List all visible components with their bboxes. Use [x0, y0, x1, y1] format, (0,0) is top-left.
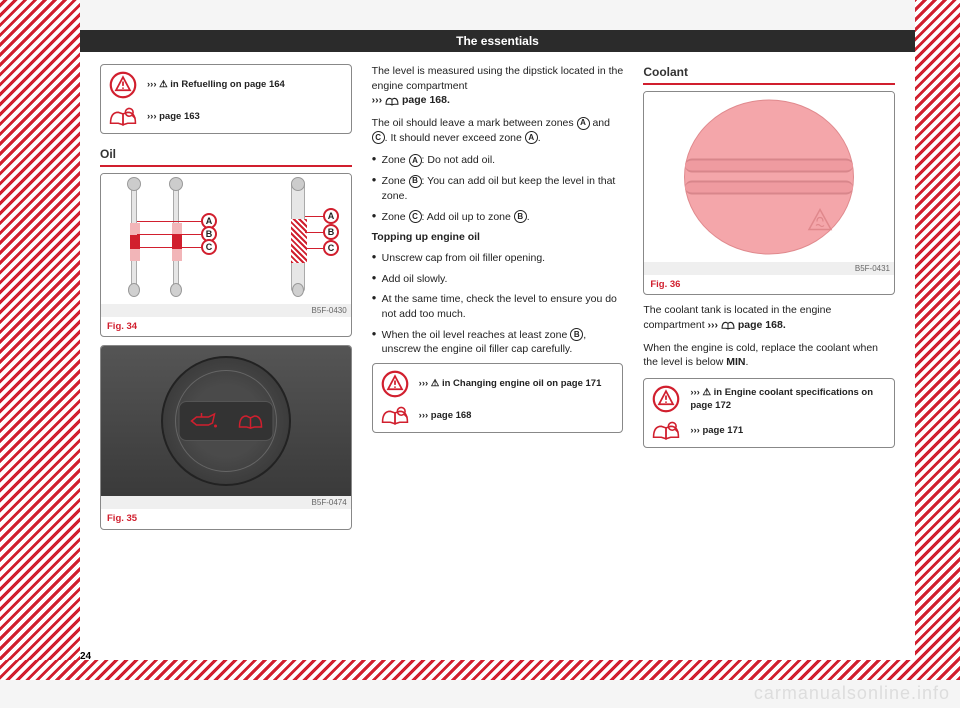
stripe-bg-bottom	[0, 660, 960, 680]
book-text: ››› page 163	[147, 110, 200, 123]
fig-code: B5F-0431	[644, 262, 894, 275]
txt: and	[590, 117, 610, 129]
book-row: ››› page 168	[381, 406, 615, 426]
zone-a-label-r: A	[323, 208, 339, 224]
txt: Zone	[382, 175, 409, 187]
warn-text: ››› ⚠ in Changing engine oil on page 171	[419, 377, 602, 390]
oil-change-info-box: ››› ⚠ in Changing engine oil on page 171…	[372, 363, 624, 433]
fig-code: B5F-0430	[101, 304, 351, 317]
hot-warning-icon	[807, 207, 833, 233]
page168: page 168.	[402, 94, 450, 106]
watermark: carmanualsonline.info	[754, 683, 950, 704]
circle-b: B	[409, 175, 422, 188]
step-1: Unscrew cap from oil filler opening.	[372, 251, 624, 266]
zone-c-label-r: C	[323, 240, 339, 256]
warn-text: ››› ⚠ in Engine coolant specifications o…	[690, 386, 886, 413]
step-2: Add oil slowly.	[372, 272, 624, 287]
circle-a: A	[577, 117, 590, 130]
page-number: 24	[80, 651, 91, 662]
column-3: Coolant B5F-0431 Fig. 36	[643, 64, 895, 644]
min-label: MIN	[726, 356, 745, 368]
circle-a2: A	[525, 131, 538, 144]
coolant-p1: The coolant tank is located in the engin…	[643, 303, 895, 332]
coolant-p2: When the engine is cold, replace the coo…	[643, 341, 895, 370]
column-1: ››› ⚠ in Refuelling on page 164 ››› page…	[100, 64, 352, 644]
stripe-bg-right	[915, 0, 960, 680]
coolant-figure	[644, 92, 894, 262]
book-cap-icon	[237, 412, 263, 430]
coolant-info-box: ››› ⚠ in Engine coolant specifications o…	[643, 378, 895, 448]
warn-text: ››› ⚠ in Refuelling on page 164	[147, 78, 285, 91]
oil-cap-figure	[101, 346, 351, 496]
circle-b2: B	[514, 210, 527, 223]
book-text: ››› page 171	[690, 424, 743, 437]
topping-up-heading: Topping up engine oil	[372, 230, 624, 245]
step-3: At the same time, check the level to ens…	[372, 292, 624, 321]
txt: When the engine is cold, replace the coo…	[643, 342, 878, 369]
para-mark: The oil should leave a mark between zone…	[372, 116, 624, 145]
warning-icon	[381, 370, 409, 398]
fig-34: A B C A B C B5F-0430 Fig. 34	[100, 173, 352, 337]
circle-b: B	[570, 328, 583, 341]
content-columns: ››› ⚠ in Refuelling on page 164 ››› page…	[100, 64, 895, 644]
coolant-title: Coolant	[643, 64, 895, 85]
warn-row: ››› ⚠ in Engine coolant specifications o…	[652, 385, 886, 413]
para-level: The level is measured using the dipstick…	[372, 64, 624, 108]
txt: The oil should leave a mark between zone…	[372, 117, 577, 129]
txt: : Do not add oil.	[422, 154, 496, 166]
page: The essentials ››› ⚠ in Refuelling on pa…	[80, 30, 915, 660]
txt: .	[538, 132, 541, 144]
oil-title: Oil	[100, 146, 352, 167]
stripe-bg-left	[0, 0, 80, 680]
fig-36: B5F-0431 Fig. 36	[643, 91, 895, 295]
step-4: When the oil level reaches at least zone…	[372, 328, 624, 357]
circle-a: A	[409, 154, 422, 167]
zone-c-label: C	[201, 239, 217, 255]
zone-b-bullet: Zone B: You can add oil but keep the lev…	[372, 174, 624, 203]
circle-c: C	[409, 210, 422, 223]
book-text: ››› page 168	[419, 409, 472, 422]
chev: ›››	[708, 319, 721, 331]
fig-code: B5F-0474	[101, 496, 351, 509]
refuelling-info-box: ››› ⚠ in Refuelling on page 164 ››› page…	[100, 64, 352, 134]
fig-label: Fig. 34	[101, 317, 351, 336]
book-inline-icon	[721, 319, 735, 331]
book-row: ››› page 163	[109, 107, 343, 127]
book-inline-icon	[385, 94, 399, 106]
txt: Zone	[382, 154, 409, 166]
book-icon	[109, 107, 137, 127]
page-header: The essentials	[80, 30, 915, 52]
warn-row: ››› ⚠ in Changing engine oil on page 171	[381, 370, 615, 398]
txt: When the oil level reaches at least zone	[382, 329, 571, 341]
zone-c-bullet: Zone C: Add oil up to zone B.	[372, 210, 624, 225]
book-icon	[652, 421, 680, 441]
txt: : Add oil up to zone	[422, 211, 514, 223]
fig-label: Fig. 36	[644, 275, 894, 294]
txt: The level is measured using the dipstick…	[372, 65, 624, 92]
zone-a-bullet: Zone A: Do not add oil.	[372, 153, 624, 168]
page-ref: ›››	[372, 94, 385, 106]
dipstick-figure: A B C A B C	[101, 174, 351, 304]
circle-c: C	[372, 131, 385, 144]
txt: Zone	[382, 211, 409, 223]
txt: .	[527, 211, 530, 223]
book-row: ››› page 171	[652, 421, 886, 441]
warning-icon	[109, 71, 137, 99]
column-2: The level is measured using the dipstick…	[372, 64, 624, 644]
fig-label: Fig. 35	[101, 509, 351, 528]
oilcan-icon	[189, 411, 219, 431]
page168: page 168.	[735, 319, 786, 331]
zone-b-label-r: B	[323, 224, 339, 240]
txt: . It should never exceed zone	[385, 132, 525, 144]
txt: .	[745, 356, 748, 368]
warn-row: ››› ⚠ in Refuelling on page 164	[109, 71, 343, 99]
fig-35: B5F-0474 Fig. 35	[100, 345, 352, 529]
book-icon	[381, 406, 409, 426]
warning-icon	[652, 385, 680, 413]
